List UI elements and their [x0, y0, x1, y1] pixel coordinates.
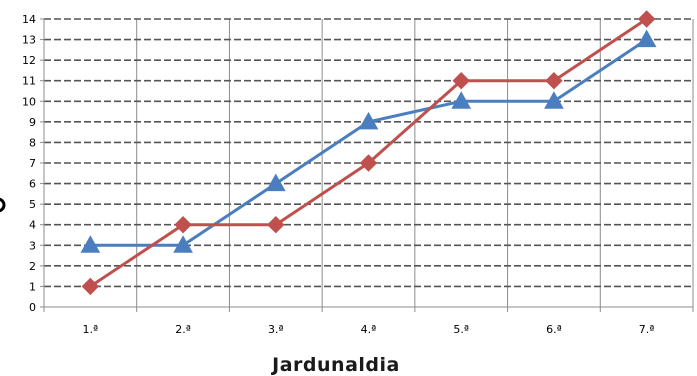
data-point [265, 173, 286, 192]
data-point [636, 29, 657, 48]
edge-marker-icon [0, 197, 6, 213]
y-tick-label: 12 [22, 54, 36, 67]
x-tick-label: 6.ª [546, 323, 562, 336]
series-1 [80, 29, 657, 253]
y-tick-label: 3 [29, 239, 36, 252]
y-tick-label: 14 [22, 13, 36, 26]
data-point [173, 235, 193, 253]
x-axis-ticks: 1.ª 2.ª 3.ª 4.ª 5.ª 6.ª 7.ª [43, 307, 694, 336]
y-tick-label: 11 [22, 75, 36, 88]
data-point [544, 91, 564, 109]
data-point [545, 72, 563, 90]
y-tick-label: 10 [22, 95, 36, 108]
data-point [358, 111, 379, 130]
x-tick-label: 3.ª [268, 323, 284, 336]
data-point [637, 10, 656, 28]
y-tick-label: 0 [29, 301, 36, 314]
y-tick-label: 9 [29, 116, 36, 129]
data-point [81, 277, 100, 296]
y-tick-label: 4 [29, 219, 36, 232]
x-tick-label: 4.ª [361, 323, 377, 336]
y-tick-label: 2 [29, 260, 36, 273]
y-tick-label: 6 [29, 178, 36, 191]
data-point [267, 216, 285, 234]
series-group [80, 10, 657, 296]
y-tick-label: 5 [29, 198, 36, 211]
data-point [174, 216, 192, 234]
y-tick-label: 8 [29, 136, 36, 149]
series-2 [81, 10, 656, 296]
data-point [451, 91, 472, 109]
x-tick-label: 1.ª [83, 323, 99, 336]
y-tick-label: 7 [29, 157, 36, 170]
data-point [80, 235, 101, 253]
x-tick-label: 5.ª [453, 323, 469, 336]
x-tick-label: 2.ª [175, 323, 191, 336]
y-tick-label: 13 [22, 34, 36, 47]
data-point [359, 154, 378, 172]
y-tick-label: 1 [29, 280, 36, 293]
data-point [452, 72, 470, 90]
x-axis-label: Jardunaldia [270, 354, 400, 376]
x-tick-label: 7.ª [639, 323, 655, 336]
